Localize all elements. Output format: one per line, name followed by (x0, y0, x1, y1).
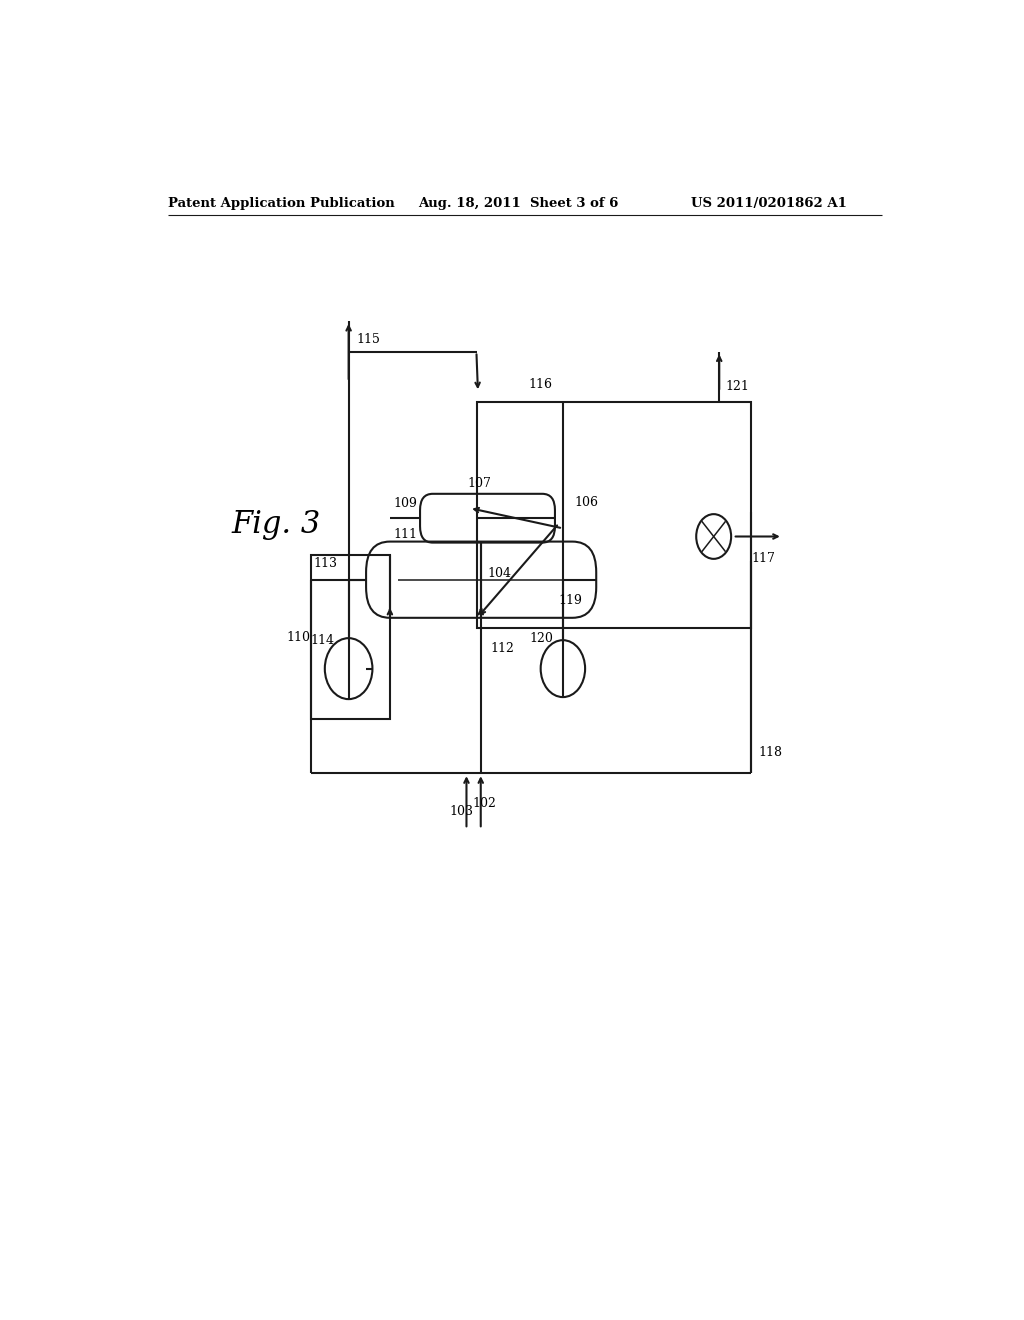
Text: 113: 113 (313, 557, 338, 570)
Text: Fig. 3: Fig. 3 (231, 508, 321, 540)
Text: 104: 104 (487, 566, 511, 579)
Bar (310, 554, 390, 719)
Text: 110: 110 (287, 631, 310, 644)
Bar (477, 403, 751, 628)
Text: 118: 118 (759, 747, 783, 759)
Text: Patent Application Publication: Patent Application Publication (168, 197, 394, 210)
Text: 119: 119 (559, 594, 583, 606)
Text: 106: 106 (574, 496, 599, 510)
Text: 121: 121 (726, 380, 750, 392)
Text: 102: 102 (473, 797, 497, 810)
Text: 107: 107 (467, 477, 492, 490)
Text: 114: 114 (310, 634, 335, 647)
Text: Aug. 18, 2011  Sheet 3 of 6: Aug. 18, 2011 Sheet 3 of 6 (418, 197, 618, 210)
Text: 109: 109 (393, 498, 417, 511)
Text: 112: 112 (490, 642, 514, 655)
Text: 103: 103 (449, 805, 473, 818)
Text: 120: 120 (529, 632, 553, 644)
Text: 116: 116 (528, 378, 553, 391)
Text: 117: 117 (751, 552, 775, 565)
Text: 111: 111 (394, 528, 418, 541)
Text: US 2011/0201862 A1: US 2011/0201862 A1 (691, 197, 847, 210)
Text: 115: 115 (356, 333, 381, 346)
